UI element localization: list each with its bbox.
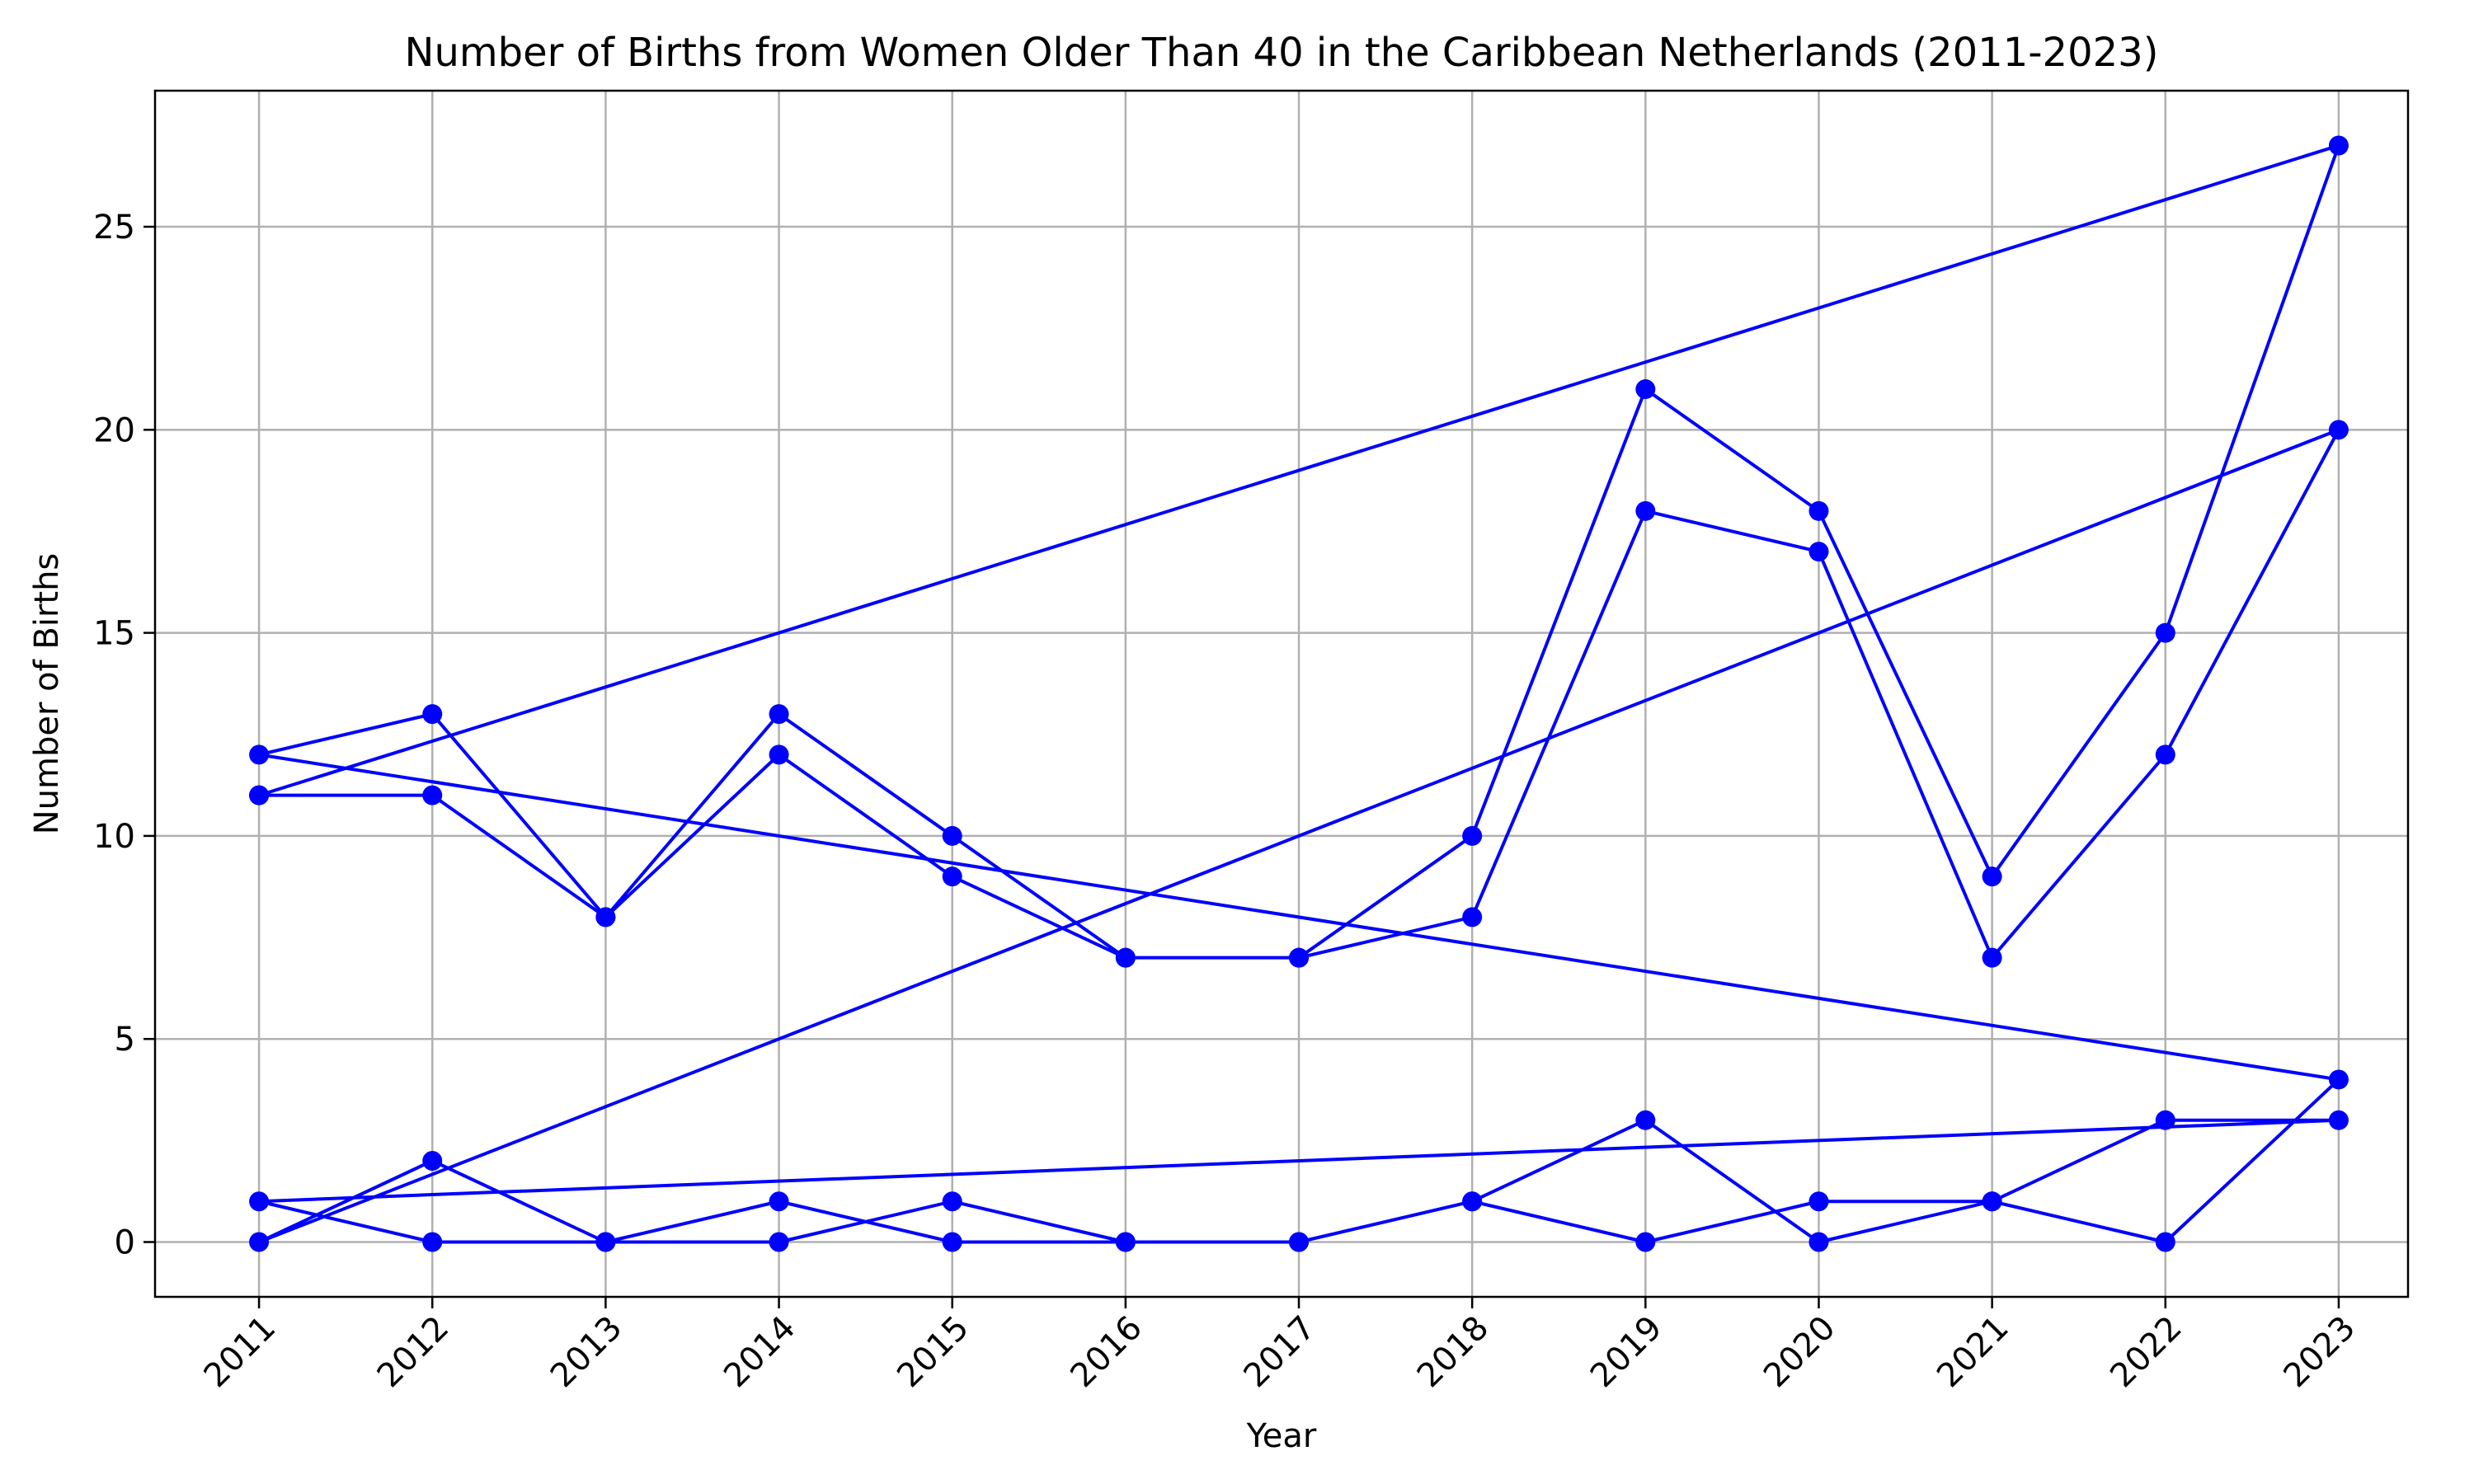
data-point xyxy=(1808,1191,1829,1212)
data-point xyxy=(422,704,443,725)
data-point xyxy=(249,1191,270,1212)
data-point xyxy=(1635,1232,1656,1252)
data-point xyxy=(422,1150,443,1171)
data-point xyxy=(942,1232,962,1252)
y-tick-label: 0 xyxy=(115,1224,135,1262)
x-tick-label: 2023 xyxy=(2277,1309,2363,1396)
data-point xyxy=(1462,907,1483,928)
data-point xyxy=(1808,1232,1829,1252)
data-point xyxy=(1462,1191,1483,1212)
x-tick-label: 2013 xyxy=(543,1309,630,1396)
data-point xyxy=(769,744,789,765)
x-tick-label: 2019 xyxy=(1583,1309,1670,1396)
x-tick-label: 2018 xyxy=(1410,1309,1497,1396)
data-point xyxy=(2155,622,2175,643)
data-point xyxy=(1635,1110,1656,1130)
x-tick-label: 2021 xyxy=(1930,1309,2016,1396)
data-point xyxy=(1635,500,1656,521)
data-point xyxy=(249,785,270,805)
data-point xyxy=(2155,744,2175,765)
data-point xyxy=(1115,1232,1136,1252)
data-point xyxy=(1635,379,1656,400)
data-point xyxy=(422,1232,443,1252)
plot-frame xyxy=(153,89,2410,1298)
y-tick-label: 20 xyxy=(93,411,135,449)
x-tick-label: 2016 xyxy=(1063,1309,1150,1396)
data-point xyxy=(2155,1232,2175,1252)
x-axis-label: Year xyxy=(1246,1417,1317,1455)
data-point xyxy=(1982,866,2002,887)
chart-title: Number of Births from Women Older Than 4… xyxy=(405,30,2159,76)
data-point xyxy=(1982,947,2002,968)
x-tick-label: 2022 xyxy=(2103,1309,2189,1396)
x-tick-label: 2020 xyxy=(1757,1309,1843,1396)
y-axis: 0 5 10 15 20 25 xyxy=(93,209,155,1262)
data-point xyxy=(595,907,616,928)
grid xyxy=(155,91,2408,1297)
data-point xyxy=(1462,825,1483,846)
data-point xyxy=(942,825,962,846)
data-point xyxy=(942,866,962,887)
data-point xyxy=(249,1232,270,1252)
data-point xyxy=(2328,1110,2349,1130)
x-axis: 2011 2012 2013 2014 2015 2016 2017 2018 2019 2020… xyxy=(197,1297,2363,1395)
x-tick-label: 2015 xyxy=(890,1309,976,1396)
y-tick-label: 25 xyxy=(93,209,135,247)
x-tick-label: 2011 xyxy=(197,1309,284,1396)
y-axis-label: Number of Births xyxy=(28,553,66,835)
data-point xyxy=(1808,542,1829,562)
x-tick-label: 2014 xyxy=(717,1309,803,1396)
data-point xyxy=(2328,135,2349,156)
data-point xyxy=(2155,1110,2175,1130)
data-point xyxy=(1982,1191,2002,1212)
data-point xyxy=(1115,947,1136,968)
y-tick-label: 10 xyxy=(93,818,135,856)
data-point xyxy=(769,704,789,725)
data-point xyxy=(769,1232,789,1252)
y-tick-label: 15 xyxy=(93,615,135,653)
data-point xyxy=(769,1191,789,1212)
data-point xyxy=(2328,420,2349,440)
data-point xyxy=(249,744,270,765)
series-layer xyxy=(249,135,2349,1252)
data-point xyxy=(1289,947,1310,968)
x-tick-label: 2017 xyxy=(1237,1309,1324,1396)
data-point xyxy=(595,1232,616,1252)
data-point xyxy=(1289,1232,1310,1252)
data-point xyxy=(1808,500,1829,521)
x-tick-label: 2012 xyxy=(370,1309,457,1396)
data-point xyxy=(942,1191,962,1212)
data-point xyxy=(2328,1069,2349,1090)
data-point xyxy=(422,785,443,805)
y-tick-label: 5 xyxy=(115,1021,135,1059)
